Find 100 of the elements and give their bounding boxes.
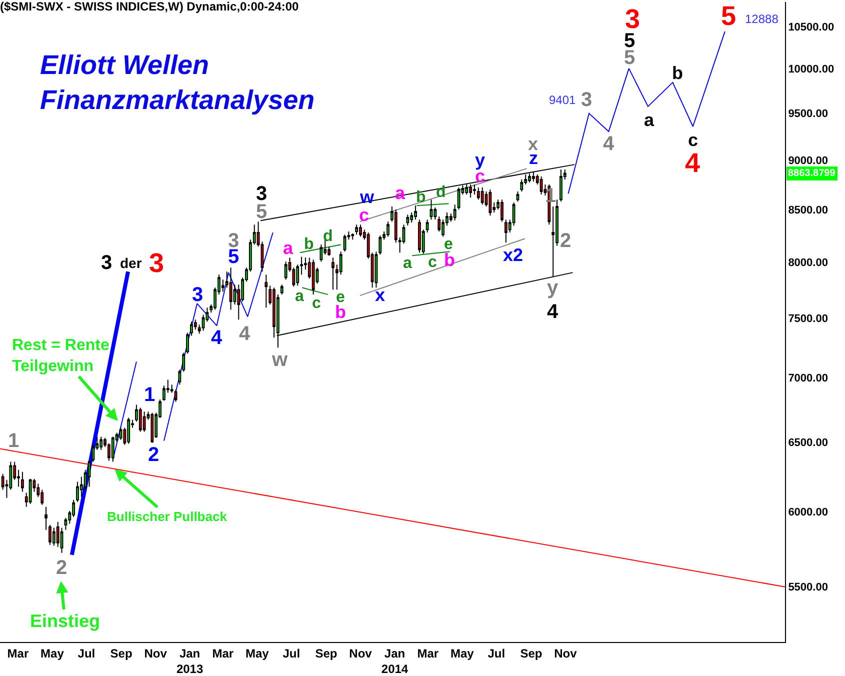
annotation: b <box>672 63 683 83</box>
annotation: Rest = Rente Teilgewinn <box>12 337 110 375</box>
annotation: c <box>359 205 370 225</box>
candlestick <box>516 191 520 202</box>
candlestick <box>559 169 562 202</box>
annotation: a <box>403 255 412 272</box>
candlestick <box>21 471 24 492</box>
candlestick <box>284 261 288 280</box>
candlestick <box>504 219 508 244</box>
candlestick <box>190 321 193 336</box>
annotation: w <box>271 349 288 371</box>
candlestick <box>44 506 48 530</box>
line-series <box>163 232 274 442</box>
y-tick-label: 8500.00 <box>788 204 828 216</box>
candlestick <box>182 352 186 372</box>
annotation: 5 <box>721 1 736 31</box>
candlestick <box>532 172 535 182</box>
candlestick <box>76 481 79 502</box>
candlestick <box>312 259 315 296</box>
annotation: Einstieg <box>30 611 100 631</box>
candlestick <box>540 176 543 195</box>
candlestick <box>418 219 421 254</box>
candlestick <box>111 436 114 462</box>
x-tick-label: Jul <box>488 646 506 660</box>
candlestick <box>174 389 178 402</box>
candlestick <box>480 187 484 206</box>
candlestick <box>359 224 362 238</box>
candlestick <box>469 184 472 198</box>
y-tick-label: 6000.00 <box>788 506 828 518</box>
text: Elliott Wellen Finanzmarktanalysen <box>40 50 315 116</box>
annotation: 2 <box>56 557 68 579</box>
x-tick-label: Jan 2014 <box>381 646 408 676</box>
annotation: 9401 <box>549 93 576 107</box>
x-tick-label: Mar <box>7 646 29 660</box>
annotation: x2 <box>503 245 524 265</box>
annotation: 3 <box>101 252 112 274</box>
annotation: c <box>428 254 437 271</box>
x-tick-label: Nov <box>349 646 372 660</box>
candlestick <box>430 199 433 220</box>
y-tick-label: 10000.00 <box>788 64 834 76</box>
candlestick <box>386 221 390 238</box>
candlestick <box>406 214 410 226</box>
candlestick <box>476 187 480 200</box>
y-tick-label: 10500.00 <box>788 21 834 34</box>
candlestick <box>280 284 284 296</box>
x-tick-label: Mar <box>417 646 439 660</box>
candlestick <box>28 478 32 504</box>
candlestick <box>378 235 382 256</box>
x-tick-label: Nov <box>554 646 578 660</box>
candlestick <box>186 332 190 354</box>
candlestick <box>500 199 504 222</box>
x-tick-label: Sep <box>315 646 338 660</box>
candlestick <box>488 189 492 216</box>
candlestick <box>426 219 429 233</box>
annotation: y <box>547 277 559 299</box>
candlestick <box>394 209 398 244</box>
annotation: 3 <box>625 4 640 34</box>
annotation: e <box>444 236 453 253</box>
annotation: 12888 <box>745 12 779 26</box>
annotation: b <box>304 236 314 253</box>
annotation: a <box>283 238 294 258</box>
y-tick-label: 7000.00 <box>788 372 828 385</box>
y-tick-label: 9000.00 <box>788 154 828 167</box>
x-tick-label: May <box>450 646 474 660</box>
x-tick-label: Mar <box>212 646 234 660</box>
candlestick <box>48 524 52 546</box>
candlestick <box>138 407 142 432</box>
annotation: x <box>528 134 538 154</box>
annotation: 3 <box>149 248 164 278</box>
candlestick <box>473 184 476 195</box>
candlestick <box>88 460 91 488</box>
annotation: 3 <box>581 89 592 111</box>
annotation: 1 <box>144 384 156 406</box>
x-tick-label: Sep <box>520 646 542 660</box>
candlestick <box>438 216 441 232</box>
candlestick <box>142 411 146 432</box>
annotation: 2 <box>560 230 572 252</box>
annotation: 4 <box>211 327 223 349</box>
annotation: 4 <box>603 133 615 155</box>
candlestick <box>332 257 334 290</box>
candlestick <box>296 264 300 286</box>
candlestick <box>100 436 103 450</box>
candlestick <box>414 204 417 220</box>
candlestick <box>150 412 154 444</box>
x-tick-label: Jul <box>282 646 300 660</box>
annotation: c <box>312 295 321 312</box>
annotation: c <box>688 130 698 150</box>
annotation: 5 <box>624 47 636 69</box>
annotation: b <box>416 189 426 206</box>
annotation: 1 <box>8 430 20 452</box>
candlestick <box>264 274 268 308</box>
candlestick <box>355 224 358 236</box>
x-tick-label: Sep <box>110 646 132 660</box>
annotation: a <box>295 288 304 305</box>
annotation: 4 <box>685 148 700 178</box>
annotation: der <box>120 255 142 271</box>
candlestick <box>374 251 378 288</box>
y-tick-label: 6500.00 <box>788 436 828 449</box>
y-tick-label: 8000.00 <box>788 256 828 269</box>
candlestick <box>127 417 130 444</box>
